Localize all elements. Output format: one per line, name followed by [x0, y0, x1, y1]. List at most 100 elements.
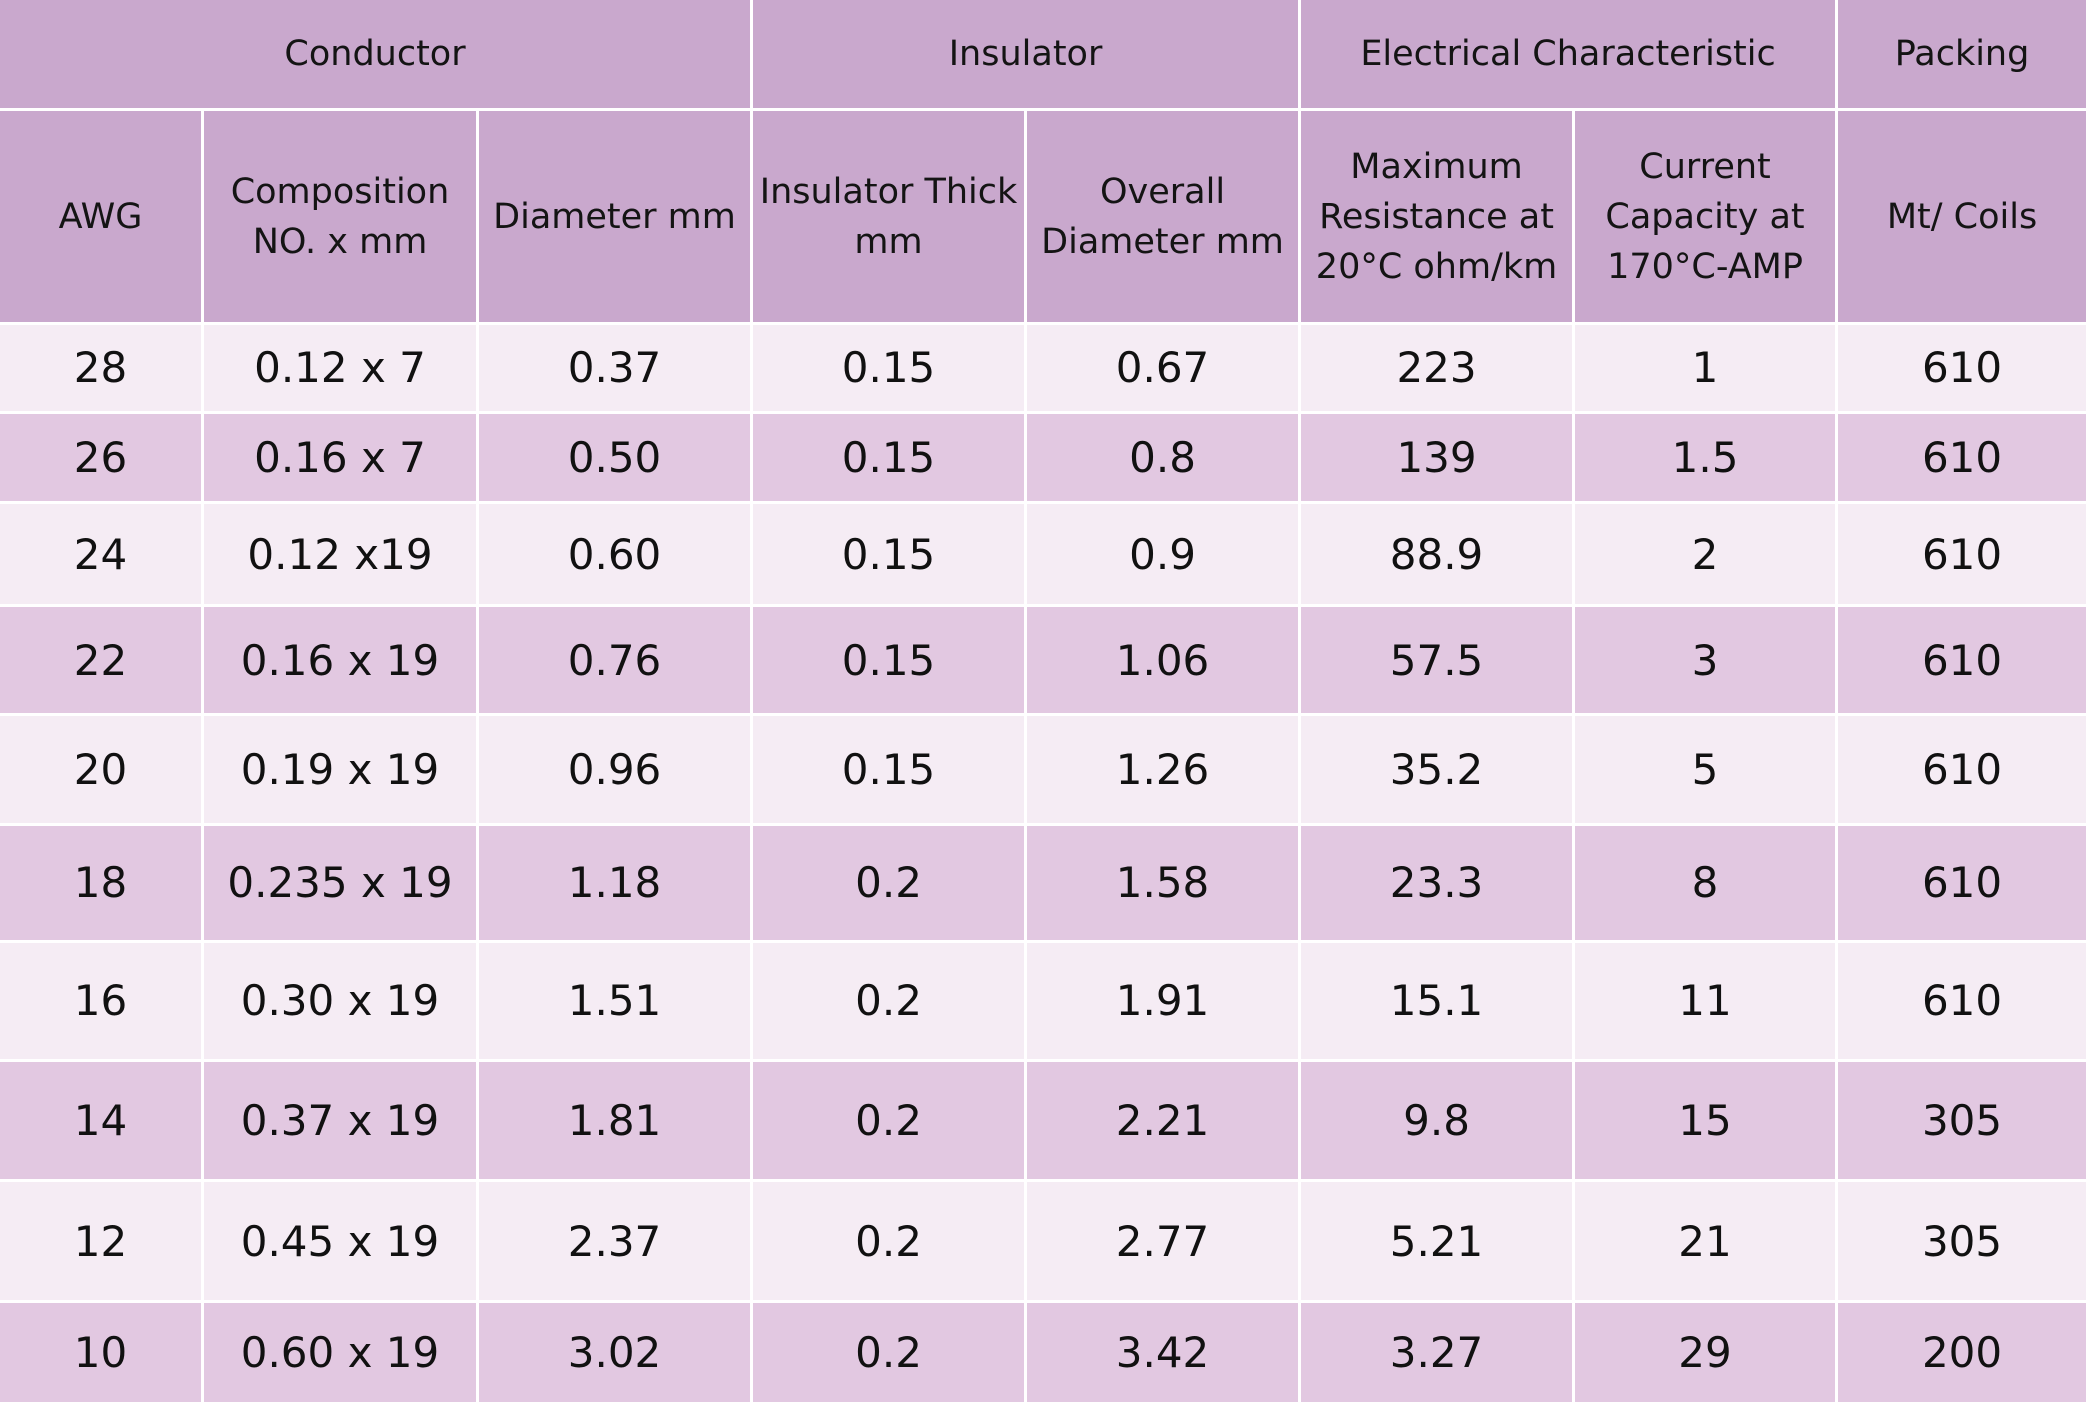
cell-awg: 20 [0, 716, 204, 826]
cell-diameter: 2.37 [479, 1182, 754, 1303]
group-header-row: Conductor Insulator Electrical Character… [0, 0, 2086, 111]
cell-overall-diameter: 1.06 [1027, 607, 1302, 717]
cell-awg: 14 [0, 1062, 204, 1183]
cell-current-capacity: 15 [1575, 1062, 1839, 1183]
cell-current-capacity: 21 [1575, 1182, 1839, 1303]
cell-current-capacity: 2 [1575, 503, 1839, 608]
cell-current-capacity: 5 [1575, 716, 1839, 826]
cell-current-capacity: 29 [1575, 1302, 1839, 1405]
cell-composition: 0.45 x 19 [204, 1182, 479, 1303]
cell-composition: 0.12 x19 [204, 503, 479, 608]
cell-composition: 0.16 x 7 [204, 413, 479, 504]
cell-diameter: 1.51 [479, 942, 754, 1063]
cell-insulator-thick: 0.15 [753, 325, 1028, 414]
table-row: 12 0.45 x 19 2.37 0.2 2.77 5.21 21 305 [0, 1182, 2086, 1303]
cell-max-resistance: 23.3 [1301, 825, 1576, 943]
cell-overall-diameter: 0.8 [1027, 413, 1302, 504]
cell-awg: 28 [0, 325, 204, 414]
table-row: 26 0.16 x 7 0.50 0.15 0.8 139 1.5 610 [0, 413, 2086, 504]
cell-awg: 18 [0, 825, 204, 943]
cell-overall-diameter: 2.21 [1027, 1062, 1302, 1183]
cell-composition: 0.12 x 7 [204, 325, 479, 414]
col-mt-coils: Mt/ Coils [1838, 111, 2086, 325]
cell-awg: 16 [0, 942, 204, 1063]
col-diameter: Diameter mm [479, 111, 754, 325]
cell-mt-coils: 610 [1838, 942, 2086, 1063]
group-conductor: Conductor [0, 0, 754, 111]
cell-max-resistance: 57.5 [1301, 607, 1576, 717]
table-row: 14 0.37 x 19 1.81 0.2 2.21 9.8 15 305 [0, 1062, 2086, 1183]
col-awg: AWG [0, 111, 204, 325]
cell-mt-coils: 305 [1838, 1182, 2086, 1303]
cell-awg: 22 [0, 607, 204, 717]
cell-current-capacity: 1.5 [1575, 413, 1839, 504]
column-header-row: AWG Composition NO. x mm Diameter mm Ins… [0, 111, 2086, 325]
cell-insulator-thick: 0.15 [753, 716, 1028, 826]
cell-overall-diameter: 0.67 [1027, 325, 1302, 414]
cell-insulator-thick: 0.15 [753, 503, 1028, 608]
cell-mt-coils: 610 [1838, 607, 2086, 717]
cell-composition: 0.19 x 19 [204, 716, 479, 826]
cell-insulator-thick: 0.2 [753, 1302, 1028, 1405]
table-row: 20 0.19 x 19 0.96 0.15 1.26 35.2 5 610 [0, 716, 2086, 826]
cell-diameter: 0.96 [479, 716, 754, 826]
cell-overall-diameter: 0.9 [1027, 503, 1302, 608]
cell-current-capacity: 3 [1575, 607, 1839, 717]
col-maximum-resistance: Maximum Resistance at 20°C ohm/km [1301, 111, 1576, 325]
cell-mt-coils: 305 [1838, 1062, 2086, 1183]
cell-mt-coils: 200 [1838, 1302, 2086, 1405]
cell-diameter: 1.18 [479, 825, 754, 943]
cell-diameter: 0.60 [479, 503, 754, 608]
cell-composition: 0.60 x 19 [204, 1302, 479, 1405]
cell-insulator-thick: 0.15 [753, 607, 1028, 717]
cell-max-resistance: 3.27 [1301, 1302, 1576, 1405]
group-insulator: Insulator [753, 0, 1302, 111]
cell-diameter: 3.02 [479, 1302, 754, 1405]
cell-composition: 0.16 x 19 [204, 607, 479, 717]
cell-max-resistance: 15.1 [1301, 942, 1576, 1063]
cell-insulator-thick: 0.2 [753, 825, 1028, 943]
cell-composition: 0.37 x 19 [204, 1062, 479, 1183]
table-row: 16 0.30 x 19 1.51 0.2 1.91 15.1 11 610 [0, 942, 2086, 1063]
cell-current-capacity: 11 [1575, 942, 1839, 1063]
cell-composition: 0.30 x 19 [204, 942, 479, 1063]
table-row: 10 0.60 x 19 3.02 0.2 3.42 3.27 29 200 [0, 1302, 2086, 1405]
cell-mt-coils: 610 [1838, 325, 2086, 414]
cell-max-resistance: 5.21 [1301, 1182, 1576, 1303]
col-composition: Composition NO. x mm [204, 111, 479, 325]
cell-diameter: 0.76 [479, 607, 754, 717]
col-current-capacity: Current Capacity at 170°C-AMP [1575, 111, 1839, 325]
cell-max-resistance: 9.8 [1301, 1062, 1576, 1183]
cell-awg: 24 [0, 503, 204, 608]
cell-diameter: 0.37 [479, 325, 754, 414]
col-insulator-thick: Insulator Thick mm [753, 111, 1028, 325]
cell-overall-diameter: 1.91 [1027, 942, 1302, 1063]
cell-mt-coils: 610 [1838, 716, 2086, 826]
table-row: 24 0.12 x19 0.60 0.15 0.9 88.9 2 610 [0, 503, 2086, 608]
table-row: 22 0.16 x 19 0.76 0.15 1.06 57.5 3 610 [0, 607, 2086, 717]
cell-mt-coils: 610 [1838, 413, 2086, 504]
table-row: 18 0.235 x 19 1.18 0.2 1.58 23.3 8 610 [0, 825, 2086, 943]
cell-overall-diameter: 2.77 [1027, 1182, 1302, 1303]
cell-max-resistance: 223 [1301, 325, 1576, 414]
cell-awg: 10 [0, 1302, 204, 1405]
cell-mt-coils: 610 [1838, 503, 2086, 608]
cell-insulator-thick: 0.2 [753, 1062, 1028, 1183]
cell-overall-diameter: 3.42 [1027, 1302, 1302, 1405]
cell-insulator-thick: 0.15 [753, 413, 1028, 504]
cell-diameter: 0.50 [479, 413, 754, 504]
cell-diameter: 1.81 [479, 1062, 754, 1183]
cell-composition: 0.235 x 19 [204, 825, 479, 943]
cell-current-capacity: 8 [1575, 825, 1839, 943]
cell-insulator-thick: 0.2 [753, 942, 1028, 1063]
cell-max-resistance: 88.9 [1301, 503, 1576, 608]
cell-awg: 26 [0, 413, 204, 504]
col-overall-diameter: Overall Diameter mm [1027, 111, 1302, 325]
cell-awg: 12 [0, 1182, 204, 1303]
cell-mt-coils: 610 [1838, 825, 2086, 943]
cell-max-resistance: 139 [1301, 413, 1576, 504]
cell-overall-diameter: 1.58 [1027, 825, 1302, 943]
cell-insulator-thick: 0.2 [753, 1182, 1028, 1303]
